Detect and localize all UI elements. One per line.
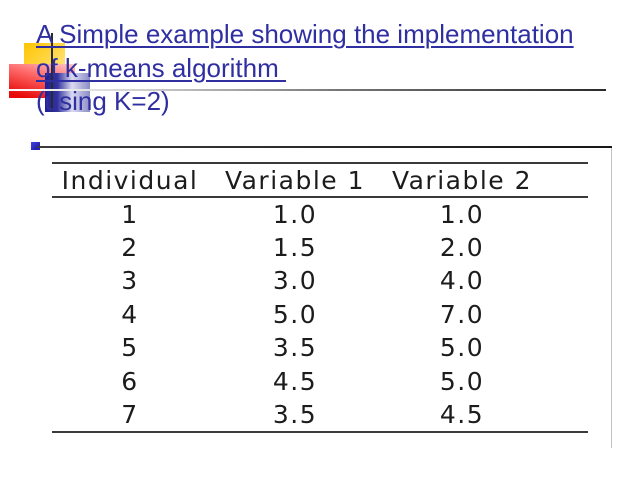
- cell-variable-1: 3.0: [272, 266, 318, 296]
- col-header-variable-2: Variable 2: [382, 163, 542, 198]
- cell-spacer: [542, 231, 588, 265]
- cell-variable-1: 1.5: [272, 232, 318, 262]
- cell-variable-2: 1.0: [439, 199, 485, 229]
- table-row: 7 3.5 4.5: [52, 398, 588, 432]
- table-row: 1 1.0 1.0: [52, 197, 588, 231]
- cell-individual: 2: [121, 232, 139, 262]
- cell-variable-2: 5.0: [439, 366, 485, 396]
- cell-spacer: [542, 365, 588, 399]
- cell-variable-2: 5.0: [439, 333, 485, 363]
- cell-individual: 5: [121, 333, 139, 363]
- cell-individual: 4: [121, 299, 139, 329]
- slide-title-line-2: of k-means algorithm: [36, 52, 286, 83]
- cell-variable-2: 7.0: [439, 299, 485, 329]
- cell-spacer: [542, 264, 588, 298]
- cell-individual: 3: [121, 266, 139, 296]
- col-header-spacer: [542, 163, 588, 198]
- cell-variable-2: 4.0: [439, 266, 485, 296]
- table-header-row: Individual Variable 1 Variable 2: [52, 163, 588, 198]
- cell-spacer: [542, 398, 588, 432]
- decoration-vertical-line: [51, 33, 53, 111]
- cell-variable-1: 1.0: [272, 199, 318, 229]
- table-row: 4 5.0 7.0: [52, 298, 588, 332]
- cell-variable-2: 2.0: [439, 232, 485, 262]
- cell-spacer: [542, 197, 588, 231]
- cell-spacer: [542, 298, 588, 332]
- content-corner-flag: [31, 142, 40, 150]
- table-row: 6 4.5 5.0: [52, 365, 588, 399]
- col-header-individual: Individual: [52, 163, 208, 198]
- content-right-border: [611, 148, 612, 448]
- title-underline-rule: [8, 89, 606, 91]
- table-row: 2 1.5 2.0: [52, 231, 588, 265]
- cell-individual: 7: [121, 399, 139, 429]
- cell-individual: 6: [121, 366, 139, 396]
- kmeans-data-table: Individual Variable 1 Variable 2 1 1.0 1…: [52, 162, 588, 433]
- table-row: 3 3.0 4.0: [52, 264, 588, 298]
- table-row: 5 3.5 5.0: [52, 331, 588, 365]
- cell-individual: 1: [121, 199, 139, 229]
- col-header-variable-1: Variable 1: [208, 163, 382, 198]
- content-top-rule: [37, 146, 612, 148]
- cell-spacer: [542, 331, 588, 365]
- slide-title-line-1: A Simple example showing the implementat…: [36, 19, 574, 49]
- cell-variable-1: 4.5: [272, 366, 318, 396]
- cell-variable-2: 4.5: [439, 399, 485, 429]
- cell-variable-1: 3.5: [272, 333, 318, 363]
- slide-title: A Simple example showing the implementat…: [36, 18, 632, 119]
- slide-title-line-3: (using K=2): [36, 86, 170, 116]
- cell-variable-1: 5.0: [272, 299, 318, 329]
- cell-variable-1: 3.5: [272, 399, 318, 429]
